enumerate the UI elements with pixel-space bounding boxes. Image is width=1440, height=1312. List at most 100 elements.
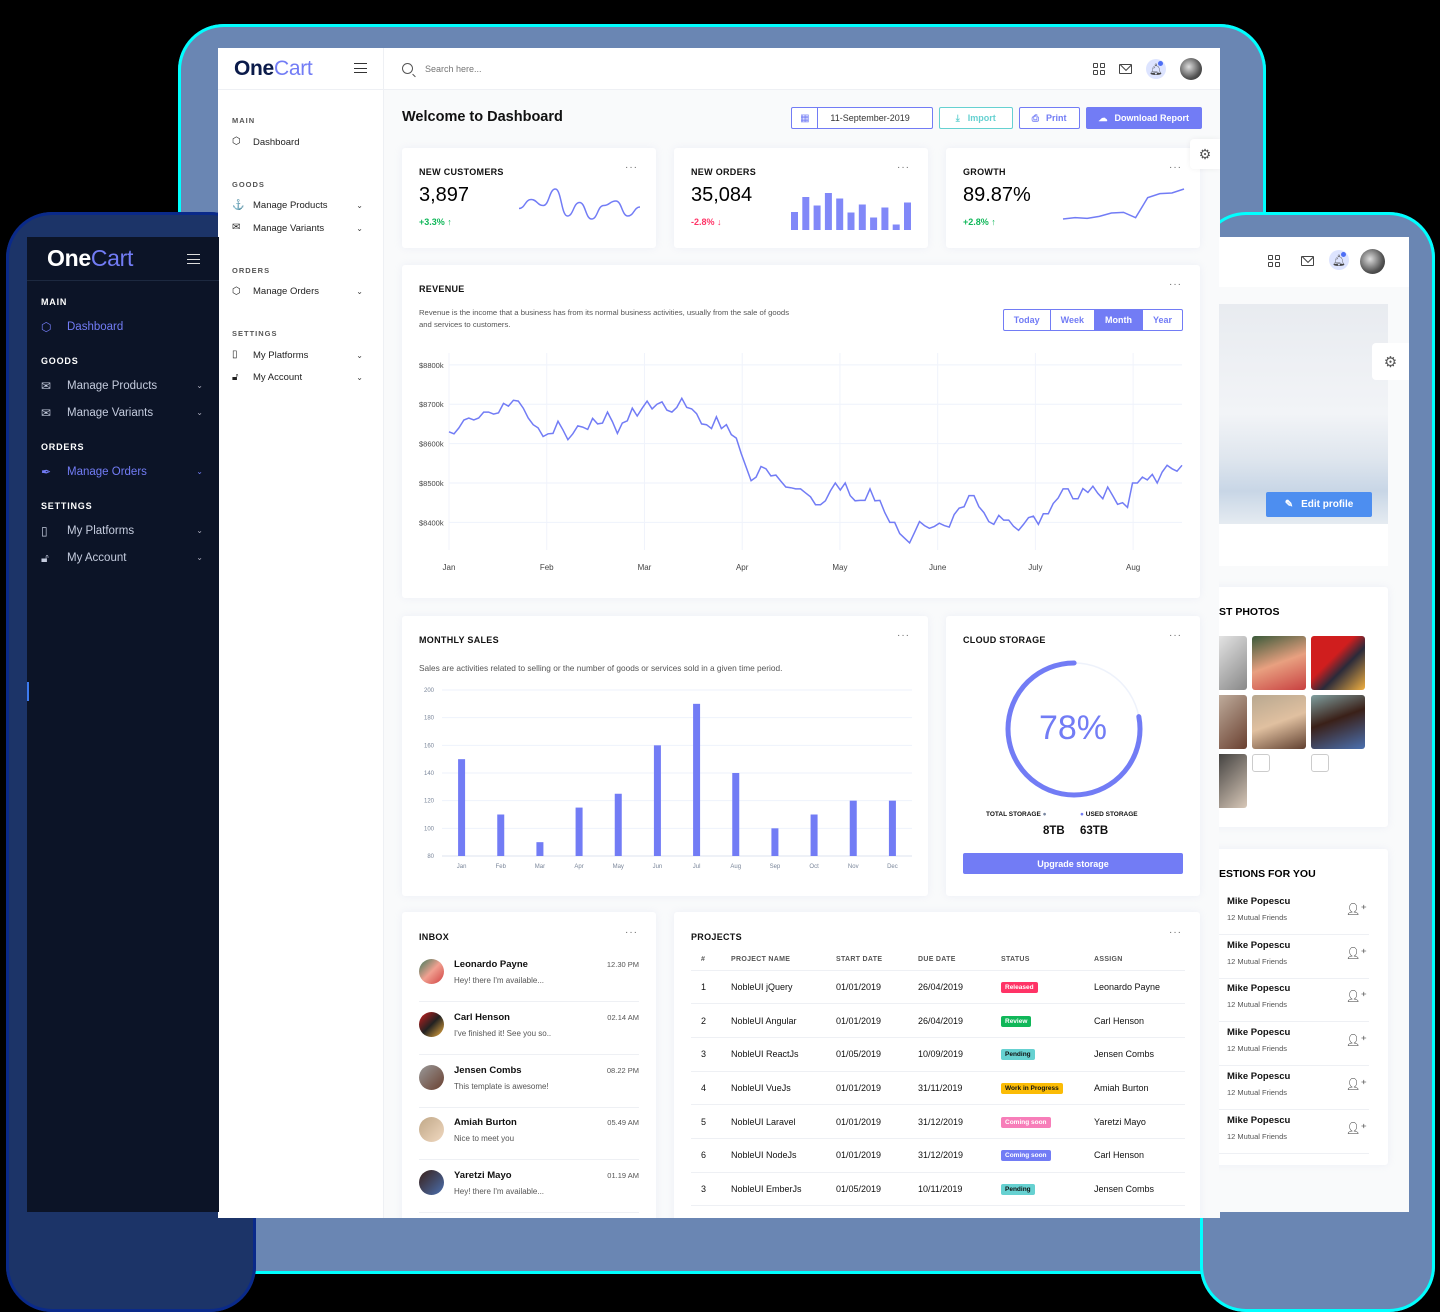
inbox-message[interactable]: Carl Henson I've finished it! See you so.…	[419, 1002, 639, 1055]
menu-toggle-icon[interactable]	[187, 254, 200, 264]
svg-text:Feb: Feb	[540, 563, 554, 572]
search-input[interactable]	[425, 63, 625, 74]
chevron-down-icon: ⌄	[196, 526, 203, 535]
photo-thumbnail[interactable]	[1219, 636, 1247, 690]
apps-grid-icon[interactable]	[1093, 63, 1105, 75]
mail-icon[interactable]	[1301, 256, 1314, 266]
sidebar-item-my-platforms[interactable]: ▯ My Platforms ⌄	[27, 517, 219, 544]
photo-thumbnail[interactable]	[1311, 636, 1365, 690]
column-header: START DATE	[836, 949, 918, 971]
more-options-icon[interactable]: ···	[1169, 162, 1182, 173]
sidebar-item-dashboard[interactable]: ⬡ Dashboard	[27, 313, 219, 340]
sidebar-item-manage-orders[interactable]: ✒ Manage Orders ⌄	[27, 458, 219, 485]
cell-due: 31/11/2019	[918, 1071, 1001, 1106]
tab-month[interactable]: Month	[1093, 310, 1142, 330]
card-title: ESTIONS FOR YOU	[1219, 868, 1316, 880]
suggestion-name: Mike Popescu	[1227, 983, 1291, 995]
print-button[interactable]: ⎙ Print	[1018, 107, 1080, 129]
table-row[interactable]: 6 NobleUI NodeJs 01/01/2019 31/12/2019 Comin…	[691, 1138, 1185, 1173]
settings-gear-icon[interactable]: ⚙	[1190, 139, 1220, 169]
photo-thumbnail[interactable]	[1311, 695, 1365, 749]
message-preview: Hey! there I'm available...	[454, 1187, 545, 1197]
cell-start: 01/01/2019	[836, 1003, 918, 1038]
add-friend-icon[interactable]: 👤︎⁺	[1345, 1033, 1367, 1048]
sidebar-item-manage-products[interactable]: ⚓ Manage Products ⌄	[218, 195, 383, 218]
table-row[interactable]: 4 NobleUI VueJs 01/01/2019 31/11/2019 Work i…	[691, 1071, 1185, 1106]
add-friend-icon[interactable]: 👤︎⁺	[1345, 1076, 1367, 1091]
more-options-icon[interactable]: ···	[625, 162, 638, 173]
legend-total: TOTAL STORAGE ●	[986, 811, 1047, 818]
photo-thumbnail[interactable]	[1219, 754, 1247, 808]
suggestions-card: ESTIONS FOR YOU Mike Popescu 12 Mutual Fr…	[1219, 849, 1388, 1165]
sidebar-item-manage-orders[interactable]: ⬡ Manage Orders ⌄	[218, 281, 383, 304]
cell-n: 2	[691, 1003, 731, 1038]
avatar	[419, 1064, 444, 1090]
user-avatar[interactable]	[1180, 58, 1202, 80]
status-cell: Released	[1001, 970, 1094, 1005]
download-report-button[interactable]: ☁ Download Report	[1085, 107, 1202, 129]
notifications-bell-icon[interactable]: 🔔︎	[1329, 250, 1349, 270]
user-avatar[interactable]	[1360, 249, 1385, 274]
suggestion-item: Mike Popescu 12 Mutual Friends 👤︎⁺	[1219, 978, 1369, 1023]
sidebar-item-dashboard[interactable]: ⬡ Dashboard	[218, 131, 383, 154]
upgrade-storage-button[interactable]: Upgrade storage	[963, 853, 1183, 874]
table-row[interactable]: 5 NobleUI Laravel 01/01/2019 31/12/2019 Comi…	[691, 1104, 1185, 1139]
add-friend-icon[interactable]: 👤︎⁺	[1345, 989, 1367, 1004]
more-options-icon[interactable]: ···	[1169, 630, 1182, 641]
inbox-message[interactable]: Yaretzi Mayo Hey! there I'm available... 0…	[419, 1160, 639, 1214]
import-button[interactable]: ⤓ Import	[938, 107, 1013, 129]
message-preview: This template is awesome!	[454, 1081, 549, 1091]
edit-profile-button[interactable]: ✎ Edit profile	[1266, 492, 1372, 517]
sidebar-item-label: My Account	[253, 372, 303, 384]
photo-thumbnail[interactable]	[1252, 695, 1306, 749]
settings-gear-icon[interactable]: ⚙	[1372, 343, 1409, 380]
more-options-icon[interactable]: ···	[625, 927, 638, 938]
table-row[interactable]: 1 NobleUI jQuery 01/01/2019 26/04/2019 Relea…	[691, 970, 1185, 1005]
sidebar-item-my-account[interactable]: 🔓︎ My Account ⌄	[27, 544, 219, 571]
more-options-icon[interactable]: ···	[1169, 279, 1182, 290]
calendar-icon: ▦	[792, 108, 819, 128]
photo-thumbnail[interactable]	[1252, 636, 1306, 690]
sidebar-item-manage-products[interactable]: ✉ Manage Products ⌄	[27, 372, 219, 399]
tab-year[interactable]: Year	[1141, 310, 1182, 330]
sidebar-item-manage-variants[interactable]: ✉ Manage Variants ⌄	[218, 217, 383, 240]
sidebar-item-label: Manage Variants	[253, 222, 325, 234]
cell-due: 31/12/2019	[918, 1104, 1001, 1139]
stat-value: 35,084	[691, 184, 753, 206]
add-friend-icon[interactable]: 👤︎⁺	[1345, 945, 1367, 960]
apps-grid-icon[interactable]	[1268, 255, 1280, 267]
date-picker[interactable]: ▦ 11-September-2019	[791, 107, 933, 129]
mail-icon[interactable]	[1119, 64, 1132, 74]
photo-thumbnail[interactable]	[1219, 695, 1247, 749]
sender-name: Leonardo Payne	[454, 959, 528, 970]
inbox-message[interactable]: Jensen Combs This template is awesome! 08.…	[419, 1055, 639, 1108]
menu-toggle-icon[interactable]	[354, 63, 367, 73]
notifications-bell-icon[interactable]: 🔔︎	[1146, 59, 1166, 79]
more-options-icon[interactable]: ···	[897, 162, 910, 173]
add-friend-icon[interactable]: 👤︎⁺	[1345, 902, 1367, 916]
table-row[interactable]: 3 NobleUI EmberJs 01/05/2019 10/11/2019 Pend…	[691, 1172, 1185, 1207]
more-options-icon[interactable]: ···	[1169, 927, 1182, 938]
suggestion-name: Mike Popescu	[1227, 896, 1291, 907]
add-friend-icon[interactable]: 👤︎⁺	[1345, 1120, 1367, 1135]
scrollbar[interactable]	[27, 682, 29, 701]
inbox-message[interactable]: Amiah Burton Nice to meet you 05.49 AM	[419, 1107, 639, 1161]
sidebar-item-my-account[interactable]: 🔓︎ My Account ⌄	[218, 367, 383, 390]
sidebar-item-manage-variants[interactable]: ✉ Manage Variants ⌄	[27, 399, 219, 426]
column-header: ASSIGN	[1094, 949, 1185, 971]
more-options-icon[interactable]: ···	[897, 630, 910, 641]
message-time: 12.30 PM	[606, 960, 639, 969]
profile-cover-image	[1219, 304, 1388, 524]
used-storage-value: 63TB	[1080, 825, 1109, 837]
tab-today[interactable]: Today	[1013, 315, 1040, 325]
table-row[interactable]: 2 NobleUI Angular 01/01/2019 26/04/2019 Revi…	[691, 1003, 1185, 1038]
sidebar-item-label: My Platforms	[67, 524, 135, 537]
inbox-message[interactable]: Leonardo Payne Hey! there I'm available..…	[419, 949, 639, 1002]
stat-title: GROWTH	[963, 167, 1006, 177]
tab-week[interactable]: Week	[1049, 310, 1094, 330]
sidebar-item-label: Dashboard	[253, 136, 300, 148]
sidebar-item-my-platforms[interactable]: ▯ My Platforms ⌄	[218, 344, 383, 367]
stat-delta: +2.8% ↑	[963, 217, 996, 227]
table-row[interactable]: 3 NobleUI ReactJs 01/05/2019 10/09/2019 Pend…	[691, 1037, 1185, 1072]
chevron-down-icon: ⌄	[196, 408, 203, 417]
